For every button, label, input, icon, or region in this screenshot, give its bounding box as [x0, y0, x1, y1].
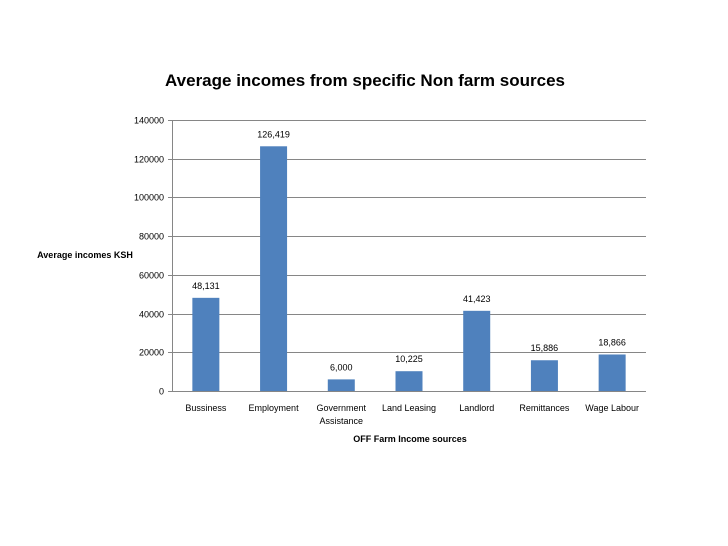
y-tick-label: 40000	[139, 310, 164, 320]
bar	[530, 360, 558, 391]
bar	[260, 146, 288, 391]
bar	[192, 297, 220, 391]
y-axis-title: Average incomes KSH	[37, 250, 133, 260]
chart-title: Average incomes from specific Non farm s…	[165, 71, 565, 90]
y-tick-label: 0	[159, 387, 164, 397]
x-tick-label: Land Leasing	[382, 403, 436, 413]
data-label: 10,225	[395, 354, 423, 364]
x-tick-label: Wage Labour	[585, 403, 639, 413]
data-label: 48,131	[192, 281, 220, 291]
data-label: 126,419	[257, 129, 290, 139]
y-tick-label: 60000	[139, 271, 164, 281]
y-tick-label: 120000	[134, 155, 164, 165]
x-tick-label: Remittances	[519, 403, 570, 413]
gridlines	[168, 120, 646, 392]
y-tick-label: 20000	[139, 348, 164, 358]
x-tick-labels: Bussiness Employment Government Assistance L…	[185, 403, 639, 426]
bar	[395, 371, 423, 391]
data-label: 15,886	[531, 343, 559, 353]
y-tick-labels: 0 20000 40000 60000 80000 100000 120000 140000	[134, 116, 164, 397]
bar	[327, 379, 355, 391]
data-label: 18,866	[598, 337, 626, 347]
x-tick-label: Bussiness	[185, 403, 227, 413]
x-axis-title: OFF Farm Income sources	[353, 434, 467, 444]
x-tick-label: Government Assistance	[317, 403, 367, 426]
bar	[598, 354, 626, 391]
data-label: 41,423	[463, 294, 491, 304]
x-tick-label: Employment	[249, 403, 300, 413]
data-label: 6,000	[330, 362, 353, 372]
y-tick-label: 100000	[134, 193, 164, 203]
x-tick-label: Landlord	[459, 403, 494, 413]
y-tick-label: 140000	[134, 116, 164, 126]
data-labels: 48,131 126,419 6,000 10,225 41,423 15,886 18,8…	[192, 129, 626, 372]
bar	[463, 310, 491, 391]
bars	[192, 146, 626, 391]
y-tick-label: 80000	[139, 232, 164, 242]
